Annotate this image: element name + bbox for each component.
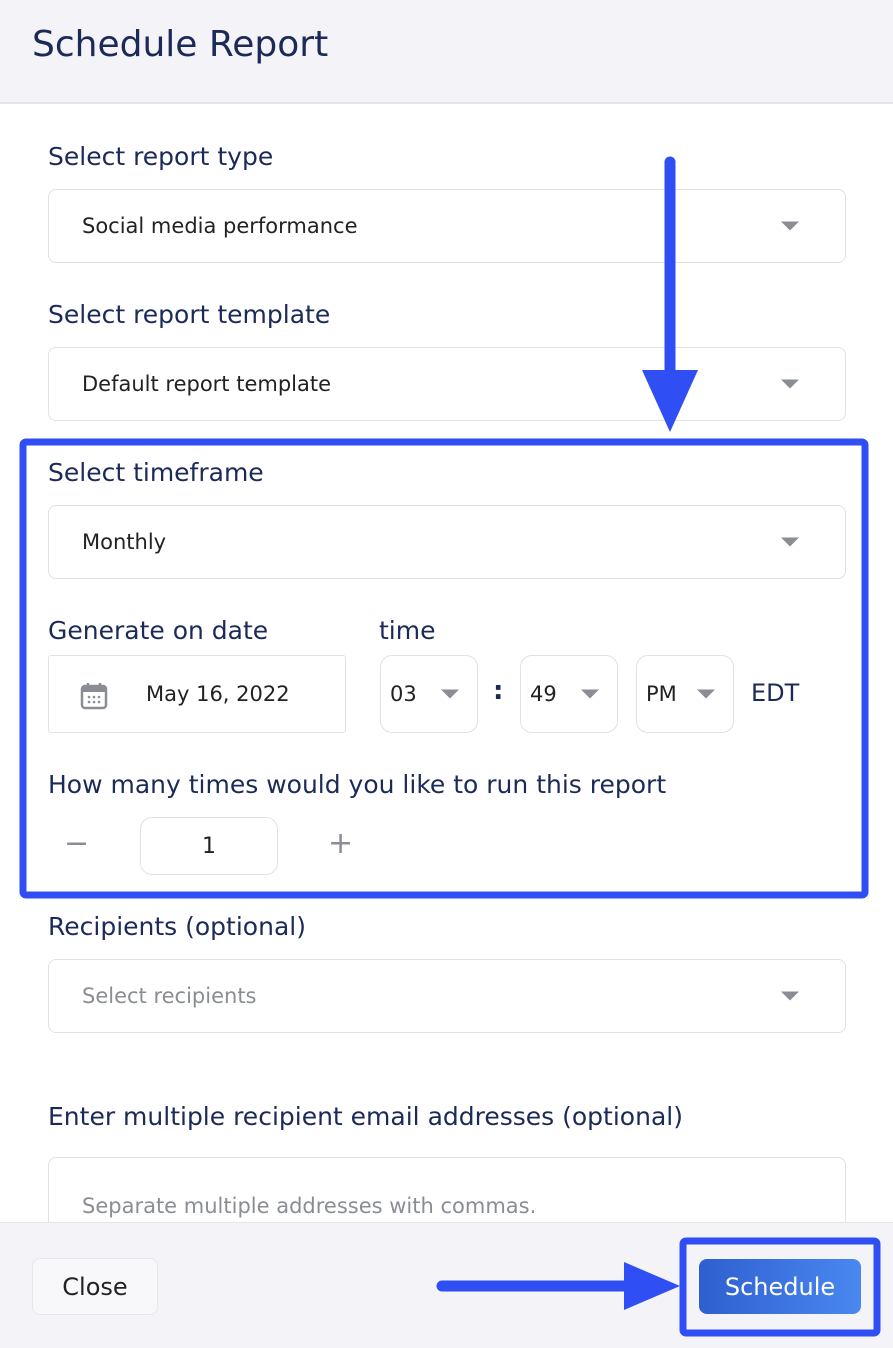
chevron-down-icon	[781, 991, 799, 1001]
ampm-value: PM	[646, 682, 677, 706]
date-picker[interactable]: May 16, 2022	[48, 655, 346, 733]
time-separator: :	[493, 676, 504, 706]
hour-select[interactable]: 03	[380, 655, 478, 733]
runs-label: How many times would you like to run thi…	[48, 770, 667, 799]
ampm-select[interactable]: PM	[636, 655, 734, 733]
date-label: Generate on date	[48, 616, 269, 645]
minute-value: 49	[530, 682, 557, 706]
runs-input[interactable]: 1	[140, 817, 278, 875]
dialog-header: Schedule Report	[0, 0, 893, 104]
minute-select[interactable]: 49	[520, 655, 618, 733]
emails-placeholder: Separate multiple addresses with commas.	[82, 1194, 537, 1218]
recipients-label: Recipients (optional)	[48, 912, 306, 941]
recipients-placeholder: Select recipients	[82, 984, 257, 1008]
time-label: time	[379, 616, 436, 645]
chevron-down-icon	[781, 537, 799, 547]
page-title: Schedule Report	[32, 24, 329, 65]
chevron-down-icon	[697, 689, 715, 699]
hour-value: 03	[390, 682, 417, 706]
report-type-select[interactable]: Social media performance	[48, 189, 846, 263]
date-value: May 16, 2022	[146, 682, 290, 706]
calendar-icon	[80, 683, 108, 710]
recipients-select[interactable]: Select recipients	[48, 959, 846, 1033]
timeframe-select[interactable]: Monthly	[48, 505, 846, 579]
chevron-down-icon	[581, 689, 599, 699]
dialog-footer: Close Schedule	[0, 1222, 893, 1348]
report-template-select[interactable]: Default report template	[48, 347, 846, 421]
decrement-button[interactable]: −	[64, 826, 90, 861]
report-template-label: Select report template	[48, 300, 331, 329]
close-button[interactable]: Close	[32, 1258, 158, 1315]
chevron-down-icon	[781, 221, 799, 231]
schedule-button[interactable]: Schedule	[699, 1259, 861, 1314]
report-type-label: Select report type	[48, 142, 274, 171]
timezone-label: EDT	[751, 679, 800, 707]
report-template-value: Default report template	[82, 372, 332, 396]
report-type-value: Social media performance	[82, 214, 358, 238]
chevron-down-icon	[781, 379, 799, 389]
chevron-down-icon	[441, 689, 459, 699]
timeframe-label: Select timeframe	[48, 458, 264, 487]
increment-button[interactable]: +	[328, 826, 354, 861]
emails-label: Enter multiple recipient email addresses…	[48, 1102, 683, 1131]
timeframe-value: Monthly	[82, 530, 167, 554]
